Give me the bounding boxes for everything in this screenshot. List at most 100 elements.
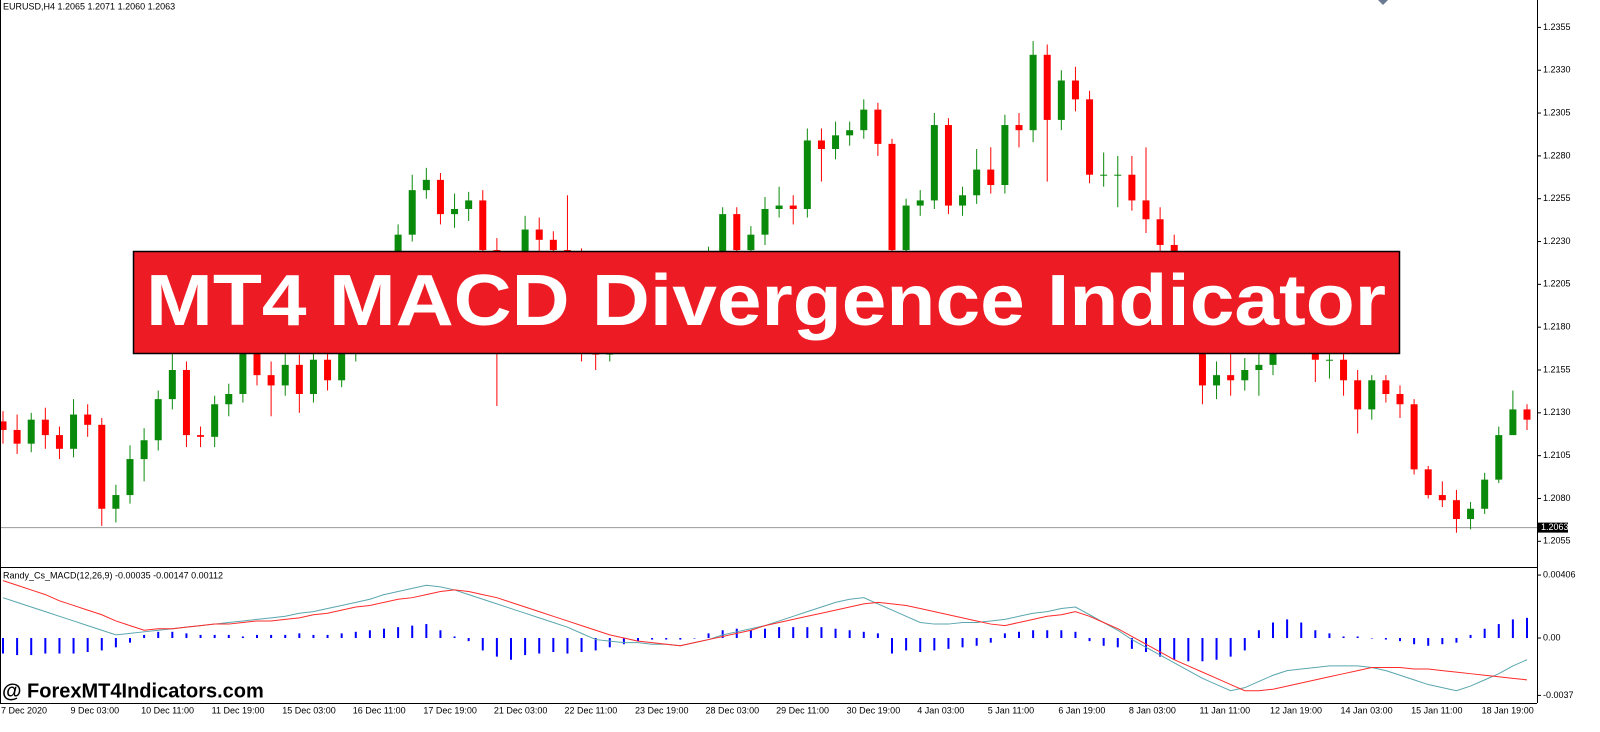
histogram-bar: [1003, 633, 1006, 639]
histogram-bar: [495, 638, 498, 657]
y-tick-label: 1.2230: [1543, 236, 1571, 246]
candle-body: [747, 234, 755, 251]
candle-body: [944, 125, 952, 206]
candle-body: [888, 143, 896, 251]
candle-body: [902, 205, 910, 251]
histogram-bar: [1441, 638, 1444, 645]
candle-body: [1114, 174, 1122, 176]
y-tick-label: 1.2255: [1543, 193, 1571, 203]
histogram-bar: [580, 638, 583, 652]
x-tick-label: 11 Dec 19:00: [212, 705, 265, 715]
candle-body: [789, 205, 797, 209]
candle-body: [140, 440, 148, 460]
candle-body: [211, 404, 219, 437]
y-tick-label: 1.2105: [1543, 450, 1571, 460]
histogram-bar: [862, 631, 865, 639]
histogram-bar: [665, 638, 668, 640]
y-tick-label: 1.2180: [1543, 322, 1571, 332]
candle-body: [719, 214, 727, 256]
histogram-bar: [298, 633, 301, 639]
histogram-bar: [651, 638, 654, 640]
histogram-bar: [764, 628, 766, 639]
candle-body: [1410, 404, 1418, 470]
histogram-bar: [481, 638, 484, 651]
candle-body: [1382, 380, 1390, 394]
y-tick-label: 1.2205: [1543, 279, 1571, 289]
histogram-bar: [721, 630, 724, 639]
histogram-bar: [933, 638, 936, 651]
plot-area: [0, 41, 1537, 692]
x-tick-label: 10 Dec 11:00: [141, 705, 194, 715]
candle-body: [479, 200, 487, 251]
histogram-bar: [1286, 619, 1289, 639]
y-tick-label: 1.2330: [1543, 65, 1571, 75]
x-tick-label: 11 Jan 11:00: [1199, 705, 1250, 715]
histogram-bar: [1413, 638, 1416, 645]
histogram-bar: [919, 638, 922, 652]
histogram-bar: [1272, 622, 1274, 639]
x-tick-label: 15 Jan 11:00: [1411, 705, 1462, 715]
candle-body: [832, 135, 840, 150]
histogram-bar: [1201, 638, 1204, 662]
candle-body: [408, 190, 416, 235]
x-tick-label: 6 Jan 19:00: [1058, 705, 1105, 715]
x-tick-label: 23 Dec 19:00: [635, 705, 689, 715]
histogram-bar: [129, 638, 131, 643]
x-tick-label: 9 Dec 03:00: [71, 705, 120, 715]
histogram-bar: [1116, 638, 1119, 648]
histogram-bar: [397, 627, 400, 639]
histogram-bar: [552, 638, 555, 652]
current-price-label: 1.2063: [1541, 522, 1569, 532]
x-tick-label: 21 Dec 03:00: [494, 705, 548, 715]
histogram-bar: [1300, 622, 1303, 639]
candle-body: [225, 393, 233, 405]
histogram-bar: [905, 638, 908, 651]
histogram-bar: [143, 634, 146, 639]
candle-body: [1424, 469, 1432, 496]
histogram-bar: [171, 631, 174, 639]
candle-body: [1255, 364, 1263, 371]
histogram-bar: [453, 636, 456, 639]
candle-body: [1227, 375, 1235, 381]
histogram-bar: [30, 638, 33, 656]
histogram-bar: [707, 633, 710, 639]
candle-body: [1325, 359, 1333, 361]
histogram-bar: [989, 638, 992, 643]
candle-body: [761, 208, 769, 235]
histogram-bar: [467, 638, 470, 642]
banner-box: [132, 250, 1401, 355]
x-tick-label: 4 Jan 03:00: [917, 705, 964, 715]
candle-body: [1156, 219, 1164, 245]
y-tick-label: 0.00406: [1543, 569, 1576, 579]
histogram-bar: [114, 638, 117, 648]
histogram-bar: [961, 638, 964, 648]
histogram-bar: [1173, 638, 1176, 660]
x-tick-label: 29 Dec 11:00: [776, 705, 829, 715]
candle-body: [1086, 99, 1094, 175]
current-price-box: [1538, 522, 1568, 533]
histogram-bar: [1483, 628, 1486, 639]
x-tick-label: 30 Dec 19:00: [847, 705, 901, 715]
candle-body: [112, 495, 120, 509]
histogram-bar: [354, 631, 357, 639]
histogram-bar: [284, 634, 287, 639]
candle-body: [1481, 479, 1489, 509]
histogram-bar: [100, 638, 103, 651]
x-tick-label: 5 Jan 11:00: [988, 705, 1034, 715]
histogram-bar: [439, 630, 442, 639]
candle-body: [281, 364, 289, 386]
candle-body: [733, 214, 741, 251]
histogram-bar: [1511, 619, 1514, 639]
x-tick-label: 12 Jan 19:00: [1270, 705, 1322, 715]
histogram-bar: [1102, 638, 1105, 646]
banner-text: MT4 MACD Divergence Indicator: [146, 261, 1386, 341]
histogram-bar: [1088, 638, 1091, 642]
histogram-bar: [256, 634, 258, 639]
candle-body: [84, 414, 92, 425]
candle-body: [197, 435, 205, 437]
candle-body: [1495, 435, 1503, 480]
x-tick-label: 8 Jan 03:00: [1129, 705, 1176, 715]
candle-body: [1467, 508, 1475, 520]
